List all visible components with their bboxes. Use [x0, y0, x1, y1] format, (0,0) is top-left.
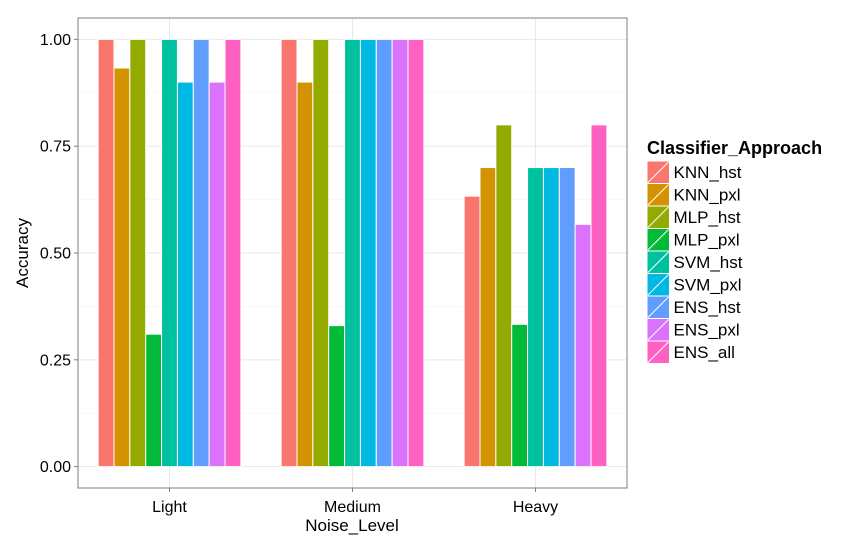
x-tick-label: Heavy — [513, 499, 558, 516]
legend-label-SVM_hst: SVM_hst — [674, 253, 743, 272]
bar-ENS_pxl-Medium — [391, 38, 409, 468]
bar-ENS_all-Medium — [407, 38, 425, 468]
legend-label-ENS_pxl: ENS_pxl — [674, 321, 740, 340]
bar-ENS_all-Heavy — [590, 124, 608, 468]
legend-key-slash — [647, 319, 669, 341]
legend-label-MLP_pxl: MLP_pxl — [674, 231, 740, 250]
legend-key-slash — [647, 251, 669, 273]
bar-KNN_pxl-Light — [113, 67, 131, 468]
legend-label-SVM_pxl: SVM_pxl — [674, 276, 742, 295]
legend-key-slash — [647, 206, 669, 228]
bar-SVM_pxl-Medium — [359, 38, 377, 468]
bar-SVM_pxl-Heavy — [542, 167, 560, 468]
legend-label-ENS_hst: ENS_hst — [674, 298, 741, 317]
x-axis-title: Noise_Level — [305, 516, 399, 535]
bar-ENS_pxl-Heavy — [574, 223, 592, 468]
legend-label-ENS_all: ENS_all — [674, 343, 735, 362]
bar-KNN_hst-Light — [97, 38, 115, 468]
y-axis-title: Accuracy — [13, 218, 32, 288]
legend-key-slash — [647, 229, 669, 251]
bar-ENS_pxl-Light — [208, 81, 226, 468]
x-tick-label: Medium — [324, 499, 381, 516]
legend-key-slash — [647, 296, 669, 318]
legend-key-slash — [647, 184, 669, 206]
bar-MLP_hst-Light — [129, 38, 147, 468]
y-tick-label: 0.75 — [40, 139, 71, 156]
bar-SVM_hst-Medium — [344, 38, 361, 468]
bars — [97, 38, 608, 468]
y-tick-label: 0.00 — [40, 459, 71, 476]
y-axis: 0.00 0.25 0.50 0.75 1.00 — [40, 32, 78, 476]
bar-MLP_hst-Medium — [312, 38, 330, 468]
bar-KNN_pxl-Medium — [296, 81, 314, 468]
legend: Classifier_Approach KNN_hst KNN_pxl MLP_hs… — [646, 138, 822, 364]
legend-title: Classifier_Approach — [647, 138, 822, 158]
legend-label-MLP_hst: MLP_hst — [674, 208, 741, 227]
bar-MLP_pxl-Medium — [328, 325, 346, 468]
bar-SVM_hst-Heavy — [527, 167, 544, 468]
bar-SVM_pxl-Light — [176, 81, 194, 468]
legend-key-slash — [647, 274, 669, 296]
y-tick-label: 0.25 — [40, 352, 71, 369]
bar-ENS_hst-Light — [192, 38, 210, 468]
bar-MLP_pxl-Light — [145, 333, 163, 468]
y-tick-label: 0.50 — [40, 246, 71, 263]
bar-KNN_hst-Heavy — [463, 195, 481, 468]
legend-key-slash — [647, 161, 669, 183]
bar-ENS_hst-Medium — [375, 38, 393, 468]
x-axis: Light Medium Heavy — [152, 488, 558, 516]
legend-label-KNN_hst: KNN_hst — [674, 163, 742, 182]
bar-KNN_pxl-Heavy — [479, 167, 497, 468]
bar-MLP_pxl-Heavy — [511, 323, 529, 468]
bar-ENS_all-Light — [224, 38, 242, 468]
legend-key-slash — [647, 341, 669, 363]
bar-KNN_hst-Medium — [280, 38, 298, 468]
bar-SVM_hst-Light — [161, 38, 178, 468]
y-tick-label: 1.00 — [40, 32, 71, 49]
x-tick-label: Light — [152, 499, 187, 516]
legend-label-KNN_pxl: KNN_pxl — [674, 186, 741, 205]
bar-ENS_hst-Heavy — [558, 167, 576, 468]
bar-MLP_hst-Heavy — [495, 124, 513, 468]
